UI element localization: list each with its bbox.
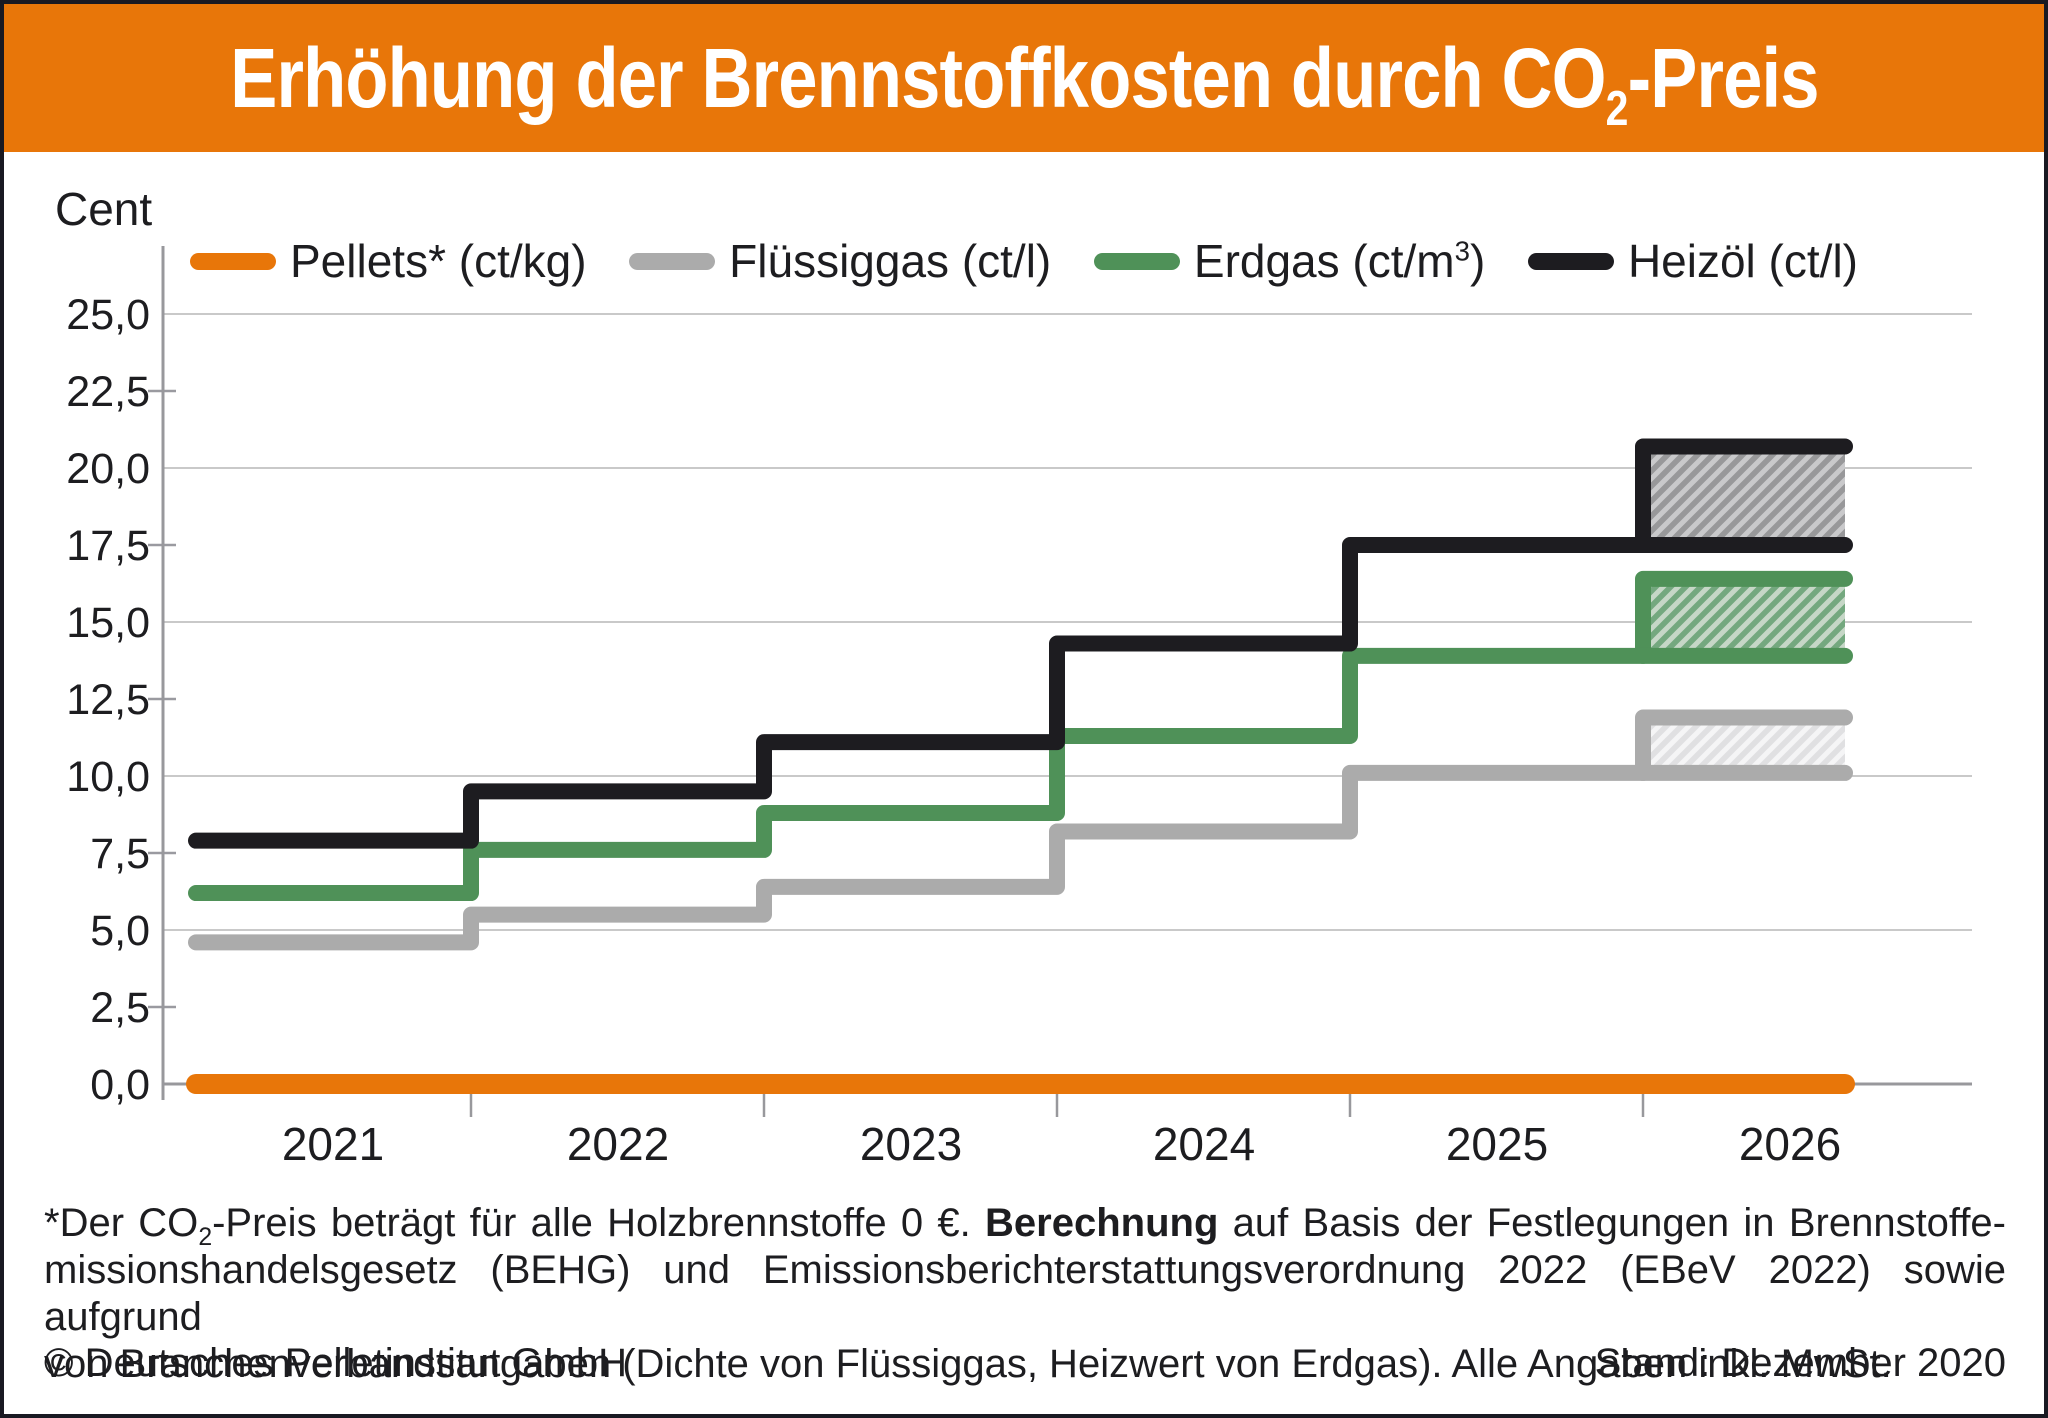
series-line-erdgas <box>188 647 1853 902</box>
chart-legend: Pellets* (ct/kg) Flüssiggas (ct/l) Erdga… <box>190 234 1858 288</box>
legend-label-pellets: Pellets* (ct/kg) <box>290 235 587 287</box>
erdgas-swatch-icon <box>1093 252 1180 270</box>
pellets-swatch-icon <box>190 252 276 270</box>
x-tick-label: 2021 <box>282 1118 384 1170</box>
y-tick-label: 2,5 <box>90 984 150 1032</box>
y-tick-label: 15,0 <box>66 599 150 647</box>
title-bar: Erhöhung der Brennstoffkosten durch CO2-… <box>4 4 2044 152</box>
y-axis-unit-label: Cent <box>55 183 153 235</box>
legend-item-heizoel: Heizöl (ct/l) <box>1527 234 1858 288</box>
x-tick-label: 2025 <box>1446 1118 1548 1170</box>
range-border-heizoel <box>1635 438 1853 553</box>
range-box-fluessiggas <box>1643 717 1845 773</box>
x-tick-label: 2026 <box>1739 1118 1841 1170</box>
y-tick-label: 22,5 <box>66 368 150 416</box>
legend-item-erdgas: Erdgas (ct/m3) <box>1093 234 1486 288</box>
range-box-erdgas <box>1643 578 1845 656</box>
footnote-line-3: von Branchenverbandsangaben (Dichte von … <box>44 1342 1892 1386</box>
legend-item-pellets: Pellets* (ct/kg) <box>190 234 587 288</box>
x-tick-label: 2022 <box>567 1118 669 1170</box>
y-tick-label: 10,0 <box>66 753 150 801</box>
co2-subscript: 2 <box>1605 81 1628 136</box>
footer-row: © Deutsches Pelletinstitut GmbH Stand: D… <box>44 1341 2006 1386</box>
fluessiggas-swatch-icon <box>629 252 716 270</box>
series-line-fluessiggas <box>188 764 1853 951</box>
range-border-fluessiggas <box>1635 709 1853 781</box>
legend-label-fluessiggas: Flüssiggas (ct/l) <box>729 235 1052 287</box>
footnote: *Der CO2-Preis beträgt für alle Holzbren… <box>44 1200 2006 1388</box>
footnote-line-1: *Der CO2-Preis beträgt für alle Holzbren… <box>44 1201 2006 1251</box>
y-tick-label: 12,5 <box>66 676 150 724</box>
series-line-heizoel <box>188 537 1853 849</box>
y-tick-label: 7,5 <box>90 830 150 878</box>
y-tick-label: 5,0 <box>90 907 150 955</box>
status-date: Stand: Dezember 2020 <box>1594 1341 2006 1385</box>
y-tick-label: 0,0 <box>90 1061 150 1109</box>
footnote-line-2: missionshandelsgesetz (BEHG) und Emissio… <box>44 1248 2006 1339</box>
x-tick-label: 2024 <box>1153 1118 1255 1170</box>
heizoel-swatch-icon <box>1527 252 1614 270</box>
footnote-bold-berechnung: Berechnung <box>985 1201 1219 1245</box>
copyright-text: © Deutsches Pelletinstitut GmbH <box>44 1341 628 1385</box>
range-border-erdgas <box>1635 570 1853 664</box>
legend-label-heizoel: Heizöl (ct/l) <box>1627 235 1858 287</box>
legend-item-fluessiggas: Flüssiggas (ct/l) <box>629 234 1051 288</box>
range-box-heizoel <box>1643 446 1845 545</box>
y-tick-label: 17,5 <box>66 522 150 570</box>
x-tick-label: 2023 <box>860 1118 962 1170</box>
page-title: Erhöhung der Brennstoffkosten durch CO2-… <box>229 30 1819 136</box>
y-tick-label: 25,0 <box>66 291 150 339</box>
y-tick-label: 20,0 <box>66 445 150 493</box>
legend-label-erdgas: Erdgas (ct/m3) <box>1193 235 1486 287</box>
